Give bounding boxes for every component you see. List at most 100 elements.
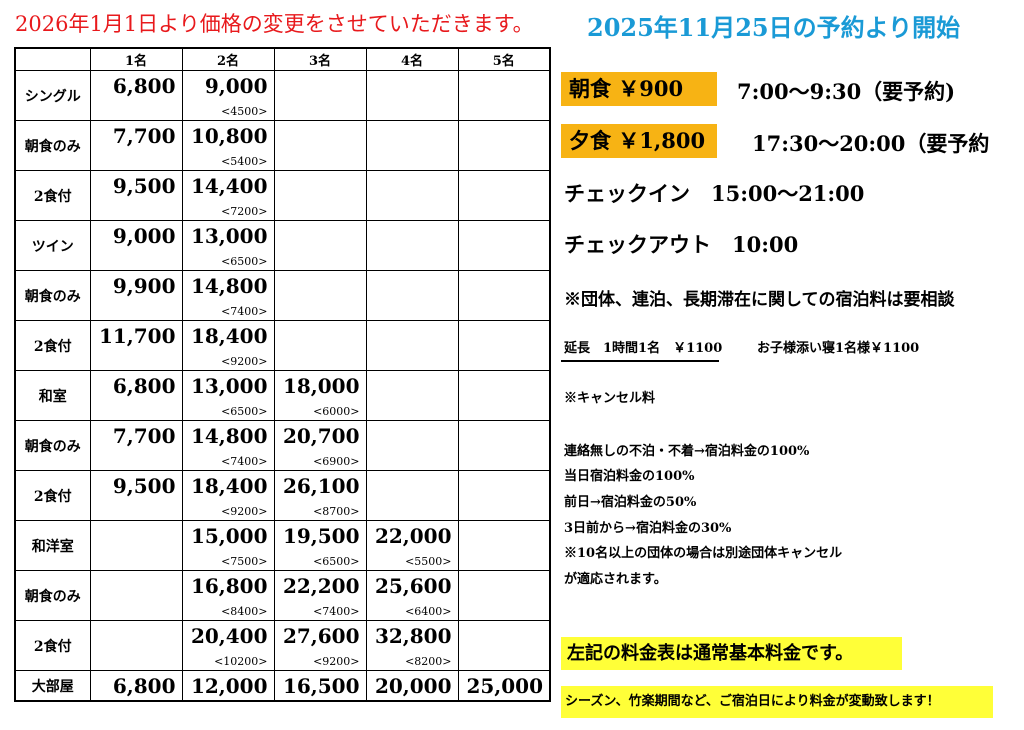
per-person-price: <4500> (221, 105, 268, 118)
season-rate-note: シーズン、竹楽期間など、ご宿泊日により料金が変動致します！ (561, 686, 993, 718)
price-cell (365, 220, 459, 271)
price-cell: 32,800 <8200> (365, 620, 459, 671)
price-cell: 6,800 (89, 670, 183, 702)
child-bed-fee: お子様添い寝1名様￥1100 (757, 341, 920, 356)
cancel-fee-title: ※キャンセル料 (564, 391, 656, 406)
cancel-line: 当日宿泊料金の100% (564, 469, 695, 484)
price-cell (457, 620, 551, 671)
price-table: 1名 2名 3名 4名 5名 シングル 6,800 9,000 <4500> 朝食のみ 7… (14, 47, 551, 702)
divider-line (561, 360, 719, 362)
per-person-price: <7400> (221, 305, 268, 318)
room-type-label: 2食付 (14, 470, 91, 521)
price-value: 18,400 (190, 324, 268, 348)
price-cell (365, 370, 459, 421)
price-cell (273, 70, 367, 121)
per-person-price: <9200> (221, 355, 268, 368)
price-value: 20,400 (190, 624, 268, 648)
room-type-label: 朝食のみ (14, 120, 91, 171)
per-person-price: <7500> (221, 555, 268, 568)
price-cell (89, 620, 183, 671)
price-value: 18,000 (282, 374, 360, 398)
price-cell: 26,100 <8700> (273, 470, 367, 521)
price-cell (457, 370, 551, 421)
price-cell (365, 420, 459, 471)
price-cell (365, 270, 459, 321)
per-person-price: <6000> (313, 405, 360, 418)
room-type-label: 2食付 (14, 170, 91, 221)
price-cell: 18,000 <6000> (273, 370, 367, 421)
per-person-price: <7400> (221, 455, 268, 468)
price-value: 9,500 (112, 474, 176, 498)
price-cell (365, 70, 459, 121)
table-row: 朝食のみ 9,900 14,800 <7400> (14, 270, 551, 321)
extension-fee: 延長 1時間1名 ￥1100 (564, 341, 723, 356)
price-cell (457, 520, 551, 571)
price-cell: 20,400 <10200> (181, 620, 275, 671)
price-value: 22,000 (374, 524, 452, 548)
per-person-price: <6900> (313, 455, 360, 468)
price-cell: 9,900 (89, 270, 183, 321)
price-value: 20,700 (282, 424, 360, 448)
price-value: 32,800 (374, 624, 452, 648)
price-value: 9,500 (112, 174, 176, 198)
price-cell: 14,800 <7400> (181, 420, 275, 471)
price-cell: 16,500 (273, 670, 367, 702)
per-person-price: <6500> (313, 555, 360, 568)
room-type-label: 朝食のみ (14, 270, 91, 321)
price-cell (457, 570, 551, 621)
table-row: 2食付 9,500 18,400 <9200> 26,100 <8700> (14, 470, 551, 521)
price-cell: 14,400 <7200> (181, 170, 275, 221)
price-cell: 13,000 <6500> (181, 370, 275, 421)
table-row: ツイン 9,000 13,000 <6500> (14, 220, 551, 271)
table-row: 2食付 11,700 18,400 <9200> (14, 320, 551, 371)
price-cell (273, 270, 367, 321)
price-cell: 10,800 <5400> (181, 120, 275, 171)
price-cell: 18,400 <9200> (181, 320, 275, 371)
basic-rate-note: 左記の料金表は通常基本料金です。 (561, 637, 902, 670)
room-type-label: シングル (14, 70, 91, 121)
price-cell: 22,000 <5500> (365, 520, 459, 571)
price-cell: 9,500 (89, 470, 183, 521)
price-cell: 7,700 (89, 120, 183, 171)
price-cell: 9,000 (89, 220, 183, 271)
price-value: 19,500 (282, 524, 360, 548)
dinner-price-label: 夕食 ￥1,800 (561, 124, 717, 158)
room-type-label: ツイン (14, 220, 91, 271)
checkin-time: チェックイン 15:00～21:00 (564, 181, 865, 206)
table-row: 朝食のみ 7,700 10,800 <5400> (14, 120, 551, 171)
price-value: 16,800 (190, 574, 268, 598)
price-value: 6,800 (112, 74, 176, 98)
price-cell: 20,700 <6900> (273, 420, 367, 471)
table-row: 2食付 20,400 <10200> 27,600 <9200> 32,800 <8200> (14, 620, 551, 671)
per-person-price: <10200> (214, 655, 268, 668)
column-header: 2名 (181, 47, 275, 71)
price-value: 11,700 (98, 324, 176, 348)
price-cell (365, 470, 459, 521)
price-value: 14,800 (190, 424, 268, 448)
price-cell: 9,000 <4500> (181, 70, 275, 121)
price-value: 26,100 (282, 474, 360, 498)
column-header: 4名 (365, 47, 459, 71)
room-type-label: 2食付 (14, 620, 91, 671)
table-row: 和室 6,800 13,000 <6500> 18,000 <6000> (14, 370, 551, 421)
dinner-time: 17:30～20:00（要予約 (752, 131, 990, 156)
cancel-line: 3日前から→宿泊料金の30% (564, 521, 732, 536)
price-cell (273, 120, 367, 171)
price-cell (457, 170, 551, 221)
price-value: 9,000 (112, 224, 176, 248)
table-row: 朝食のみ 7,700 14,800 <7400> 20,700 <6900> (14, 420, 551, 471)
price-cell: 20,000 (365, 670, 459, 702)
column-header: 1名 (89, 47, 183, 71)
price-cell: 12,000 (181, 670, 275, 702)
price-cell: 9,500 (89, 170, 183, 221)
price-cell: 6,800 (89, 70, 183, 121)
table-row: 2食付 9,500 14,400 <7200> (14, 170, 551, 221)
price-cell (273, 320, 367, 371)
price-cell (365, 120, 459, 171)
group-consultation-note: ※団体、連泊、長期滞在に関しての宿泊料は要相談 (564, 290, 955, 310)
price-cell (89, 520, 183, 571)
price-value: 18,400 (190, 474, 268, 498)
per-person-price: <9200> (313, 655, 360, 668)
price-cell (457, 220, 551, 271)
price-cell (273, 220, 367, 271)
